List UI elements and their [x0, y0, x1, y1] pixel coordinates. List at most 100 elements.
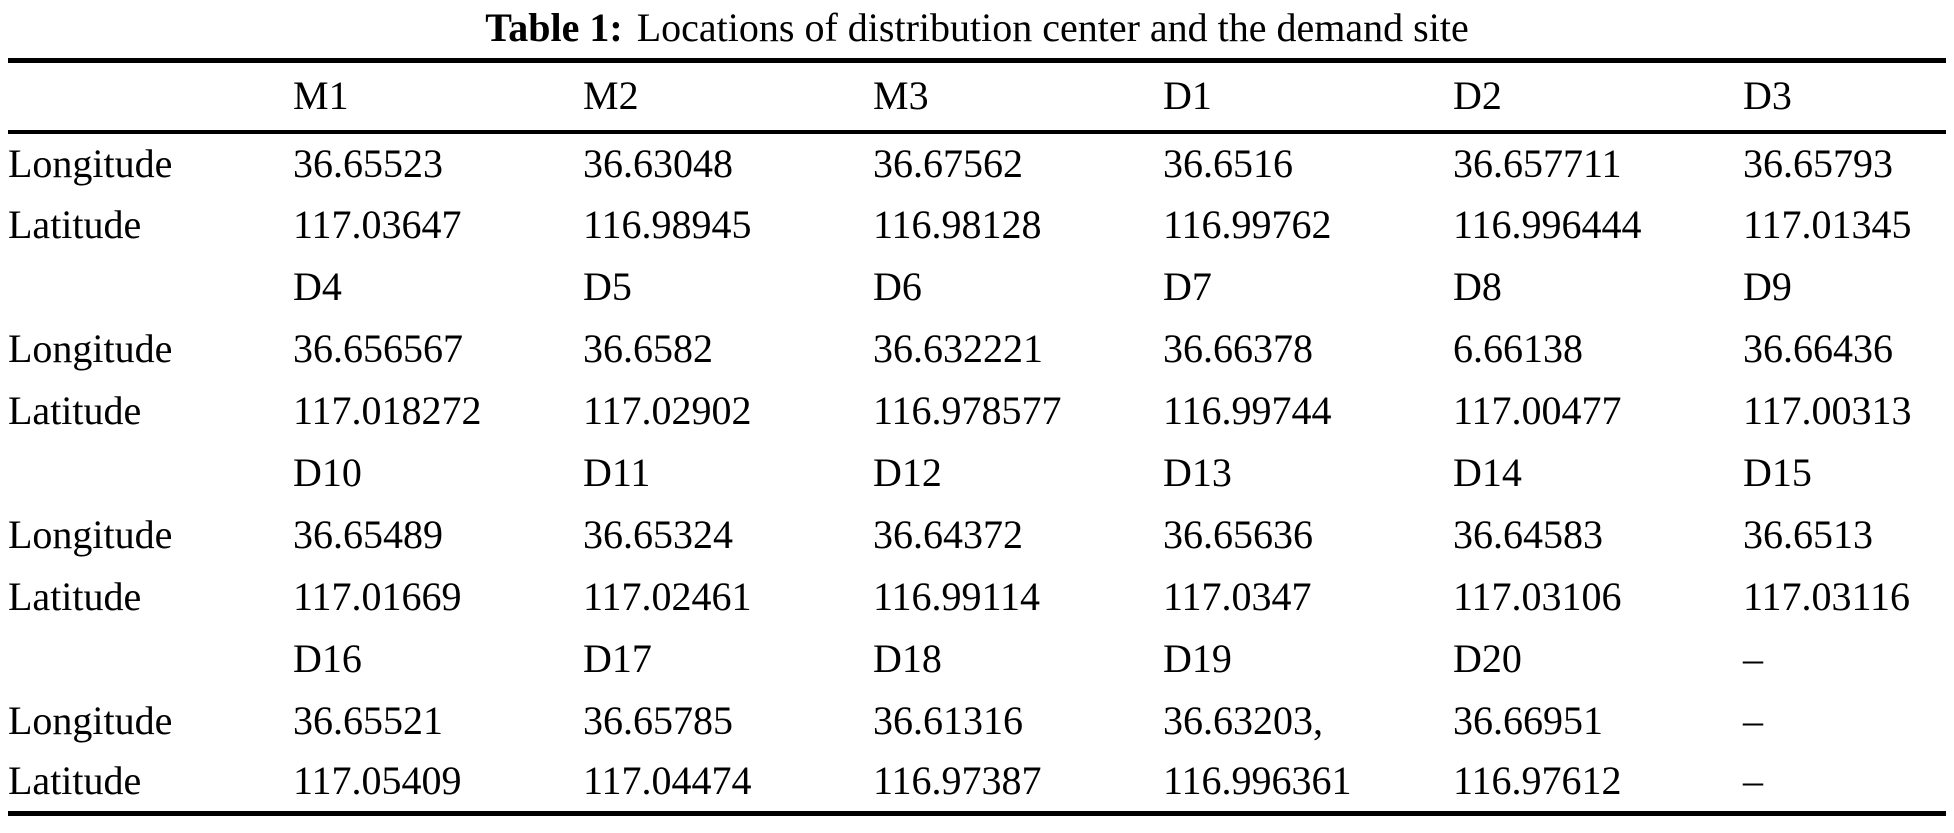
- latitude-value: 117.02461: [583, 573, 752, 619]
- latitude-value: 116.99114: [873, 573, 1041, 619]
- latitude-value: 117.05409: [293, 758, 462, 804]
- column-header: D14: [1453, 449, 1522, 495]
- column-header: D15: [1743, 449, 1812, 495]
- latitude-value: –: [1743, 758, 1763, 804]
- column-header: D12: [873, 449, 942, 495]
- column-header: D13: [1163, 449, 1232, 495]
- column-header: D10: [293, 449, 362, 495]
- column-header: D18: [873, 635, 942, 681]
- latitude-value: 116.978577: [873, 387, 1062, 433]
- table-caption-title: Locations of distribution center and the…: [636, 5, 1469, 50]
- column-header: D6: [873, 263, 922, 309]
- latitude-value: 117.04474: [583, 758, 752, 804]
- row-label-latitude: Latitude: [8, 573, 142, 619]
- latitude-value: 117.01345: [1743, 201, 1912, 247]
- column-header: D11: [583, 449, 651, 495]
- section-2-header-row: D4 D5 D6 D7 D8 D9: [8, 256, 1946, 318]
- longitude-value: –: [1743, 697, 1763, 743]
- longitude-value: 36.632221: [873, 325, 1043, 371]
- row-label-latitude: Latitude: [8, 387, 142, 433]
- longitude-value: 6.66138: [1453, 325, 1583, 371]
- column-header: D1: [1163, 60, 1453, 134]
- column-header: D17: [583, 635, 652, 681]
- latitude-value: 117.00313: [1743, 387, 1912, 433]
- longitude-value: 36.65793: [1743, 140, 1893, 186]
- row-label-latitude: Latitude: [8, 201, 142, 247]
- column-header: D4: [293, 263, 342, 309]
- longitude-value: 36.6513: [1743, 511, 1873, 557]
- latitude-row: Latitude 117.01669 117.02461 116.99114 1…: [8, 566, 1946, 628]
- latitude-row: Latitude 117.018272 117.02902 116.978577…: [8, 380, 1946, 442]
- longitude-value: 36.63048: [583, 140, 733, 186]
- column-header: M1: [293, 60, 583, 134]
- row-label-longitude: Longitude: [8, 697, 173, 743]
- latitude-value: 117.018272: [293, 387, 482, 433]
- empty-cell: [8, 442, 293, 504]
- row-label-longitude: Longitude: [8, 140, 173, 186]
- column-header: D20: [1453, 635, 1522, 681]
- latitude-value: 116.996361: [1163, 758, 1352, 804]
- longitude-row: Longitude 36.65523 36.63048 36.67562 36.…: [8, 132, 1946, 194]
- section-3-header-row: D10 D11 D12 D13 D14 D15: [8, 442, 1946, 504]
- longitude-row: Longitude 36.65521 36.65785 36.61316 36.…: [8, 690, 1946, 752]
- column-header: D19: [1163, 635, 1232, 681]
- latitude-value: 117.01669: [293, 573, 462, 619]
- longitude-value: 36.6582: [583, 325, 713, 371]
- table-caption: Table 1: Locations of distribution center…: [0, 0, 1954, 58]
- section-1-header-row: M1 M2 M3 D1 D2 D3: [8, 60, 1946, 134]
- row-label-latitude: Latitude: [8, 758, 142, 804]
- latitude-row: Latitude 117.03647 116.98945 116.98128 1…: [8, 194, 1946, 256]
- column-header: D5: [583, 263, 632, 309]
- longitude-value: 36.65489: [293, 511, 443, 557]
- column-header: D3: [1743, 60, 1946, 134]
- row-label-longitude: Longitude: [8, 511, 173, 557]
- longitude-value: 36.6516: [1163, 140, 1293, 186]
- longitude-value: 36.657711: [1453, 140, 1622, 186]
- column-header: D16: [293, 635, 362, 681]
- latitude-value: 116.996444: [1453, 201, 1642, 247]
- column-header: D2: [1453, 60, 1743, 134]
- column-header: M3: [873, 60, 1163, 134]
- column-header: D9: [1743, 263, 1792, 309]
- column-header: –: [1743, 635, 1763, 681]
- empty-cell: [8, 628, 293, 690]
- longitude-value: 36.65324: [583, 511, 733, 557]
- longitude-value: 36.66436: [1743, 325, 1893, 371]
- latitude-value: 116.97612: [1453, 758, 1622, 804]
- longitude-value: 36.65636: [1163, 511, 1313, 557]
- latitude-value: 116.97387: [873, 758, 1042, 804]
- latitude-value: 116.98128: [873, 201, 1042, 247]
- locations-table: M1 M2 M3 D1 D2 D3 Longitude 36.65523 36.…: [8, 58, 1946, 816]
- latitude-row: Latitude 117.05409 117.04474 116.97387 1…: [8, 752, 1946, 814]
- longitude-value: 36.65521: [293, 697, 443, 743]
- latitude-value: 116.99744: [1163, 387, 1332, 433]
- latitude-value: 117.0347: [1163, 573, 1312, 619]
- column-header: D7: [1163, 263, 1212, 309]
- latitude-value: 116.98945: [583, 201, 752, 247]
- longitude-value: 36.64372: [873, 511, 1023, 557]
- latitude-value: 116.99762: [1163, 201, 1332, 247]
- longitude-value: 36.61316: [873, 697, 1023, 743]
- longitude-value: 36.66951: [1453, 697, 1603, 743]
- longitude-row: Longitude 36.65489 36.65324 36.64372 36.…: [8, 504, 1946, 566]
- latitude-value: 117.03116: [1743, 573, 1911, 619]
- latitude-value: 117.03647: [293, 201, 462, 247]
- longitude-value: 36.65523: [293, 140, 443, 186]
- table-caption-label: Table 1:: [485, 5, 623, 50]
- longitude-value: 36.63203,: [1163, 697, 1323, 743]
- longitude-row: Longitude 36.656567 36.6582 36.632221 36…: [8, 318, 1946, 380]
- longitude-value: 36.65785: [583, 697, 733, 743]
- latitude-value: 117.00477: [1453, 387, 1622, 433]
- section-4-header-row: D16 D17 D18 D19 D20 –: [8, 628, 1946, 690]
- latitude-value: 117.02902: [583, 387, 752, 433]
- empty-cell: [8, 60, 293, 134]
- longitude-value: 36.67562: [873, 140, 1023, 186]
- column-header: D8: [1453, 263, 1502, 309]
- latitude-value: 117.03106: [1453, 573, 1622, 619]
- longitude-value: 36.656567: [293, 325, 463, 371]
- row-label-longitude: Longitude: [8, 325, 173, 371]
- longitude-value: 36.66378: [1163, 325, 1313, 371]
- empty-cell: [8, 256, 293, 318]
- column-header: M2: [583, 60, 873, 134]
